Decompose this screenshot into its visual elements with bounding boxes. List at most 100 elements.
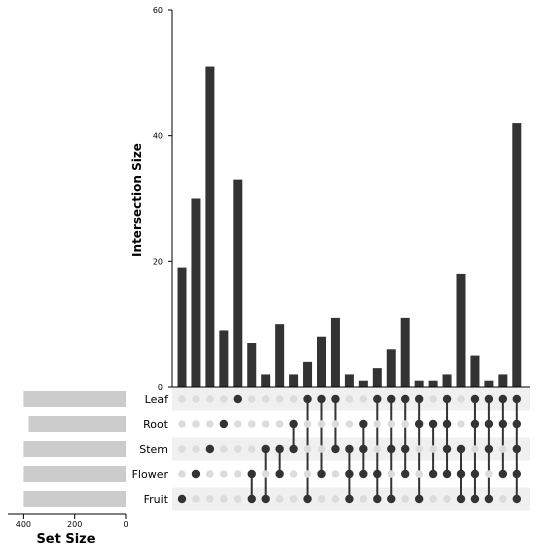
membership-dot-inactive (331, 470, 340, 478)
y-tick-label: 0 (158, 383, 163, 392)
intersection-bar (498, 374, 508, 387)
membership-dot-inactive (220, 395, 228, 403)
intersection-bar (191, 198, 201, 387)
membership-dot-inactive (206, 395, 214, 403)
membership-dot-inactive (275, 420, 284, 428)
intersection-bar (484, 380, 494, 387)
membership-dot-active (414, 394, 424, 404)
membership-dot-inactive (443, 495, 451, 503)
membership-dot-active (512, 444, 521, 454)
set-size-tick-label: 200 (67, 520, 82, 529)
membership-dot-active (275, 469, 284, 479)
membership-dot-inactive (457, 395, 465, 403)
membership-dot-inactive (275, 495, 284, 503)
membership-dot-inactive (220, 445, 228, 453)
membership-dot-active (303, 394, 312, 404)
membership-dot-inactive (178, 420, 186, 428)
intersection-bar (456, 273, 466, 387)
membership-dot-inactive (261, 470, 270, 478)
set-label: Leaf (145, 393, 169, 406)
membership-dot-active (233, 394, 242, 404)
set-size-label: Set Size (36, 532, 95, 547)
membership-dot-inactive (206, 470, 214, 478)
membership-dot-inactive (331, 420, 340, 428)
intersection-bar (442, 374, 452, 387)
intersection-bar (512, 123, 522, 387)
intersection-bar (414, 380, 424, 387)
membership-dot-active (247, 469, 256, 479)
membership-dot-inactive (429, 495, 437, 503)
set-size-bar (23, 441, 126, 457)
membership-dot-inactive (261, 420, 270, 428)
set-size-bar (23, 491, 126, 507)
set-size-bar (23, 391, 126, 407)
membership-dot-active (470, 469, 480, 479)
intersection-bar (470, 355, 480, 387)
membership-dot-inactive (303, 445, 312, 453)
intersection-bar (205, 66, 215, 388)
membership-dot-active (442, 394, 452, 404)
membership-dot-active (387, 394, 396, 404)
intersection-bar (261, 374, 271, 387)
membership-dot-active (345, 444, 354, 454)
membership-dot-active (401, 394, 410, 404)
membership-dot-inactive (261, 395, 270, 403)
membership-dot-active (484, 444, 494, 454)
membership-dot-active (470, 394, 480, 404)
set-label: Root (143, 418, 169, 431)
membership-dot-active (456, 469, 466, 479)
membership-dot-inactive (317, 445, 326, 453)
membership-dot-active (373, 394, 382, 404)
membership-dot-inactive (317, 495, 326, 503)
membership-dot-active (261, 444, 270, 454)
membership-dot-active (261, 494, 270, 504)
intersection-bars (177, 66, 522, 388)
set-label: Fruit (144, 493, 169, 506)
membership-dot-inactive (178, 470, 186, 478)
set-size-bar (28, 416, 126, 432)
intersection-bar (177, 267, 187, 387)
membership-dot-active (191, 469, 201, 479)
membership-dot-active (512, 494, 521, 504)
membership-dot-inactive (373, 445, 382, 453)
membership-dot-active (498, 394, 508, 404)
membership-dot-active (359, 444, 368, 454)
membership-dot-active (387, 494, 396, 504)
membership-dot-inactive (317, 420, 326, 428)
membership-dot-active (428, 469, 438, 479)
membership-dot-inactive (247, 395, 256, 403)
membership-dot-inactive (457, 420, 465, 428)
set-size-bar (23, 466, 126, 482)
intersection-bar (303, 361, 313, 387)
membership-dot-inactive (303, 470, 312, 478)
membership-dot-active (484, 494, 494, 504)
intersection-y-axis: 0 20 40 60 (153, 6, 530, 392)
membership-dot-inactive (289, 495, 298, 503)
y-tick-label: 40 (153, 132, 163, 141)
membership-dot-inactive (192, 395, 200, 403)
intersection-bar (233, 179, 243, 387)
membership-dot-active (512, 419, 521, 429)
intersection-bar (317, 336, 326, 387)
membership-dot-inactive (192, 420, 200, 428)
membership-dot-active (373, 469, 382, 479)
membership-dot-inactive (415, 445, 423, 453)
y-tick-label: 60 (153, 6, 163, 15)
membership-dot-active (331, 444, 340, 454)
membership-dot-active (498, 419, 508, 429)
membership-dot-active (359, 419, 368, 429)
intersection-bar (247, 343, 257, 387)
membership-dot-inactive (234, 470, 242, 478)
membership-dot-inactive (247, 420, 256, 428)
intersection-bar (428, 380, 438, 387)
membership-dot-active (359, 469, 368, 479)
membership-dot-active (401, 444, 410, 454)
y-axis-label: Intersection Size (130, 143, 144, 257)
membership-dot-active (442, 469, 452, 479)
set-size-axis: 400 200 0 (8, 513, 129, 529)
set-size-tick-label: 0 (123, 520, 128, 529)
membership-dot-inactive (485, 470, 493, 478)
membership-dot-inactive (401, 420, 410, 428)
set-size-bars (23, 391, 126, 507)
